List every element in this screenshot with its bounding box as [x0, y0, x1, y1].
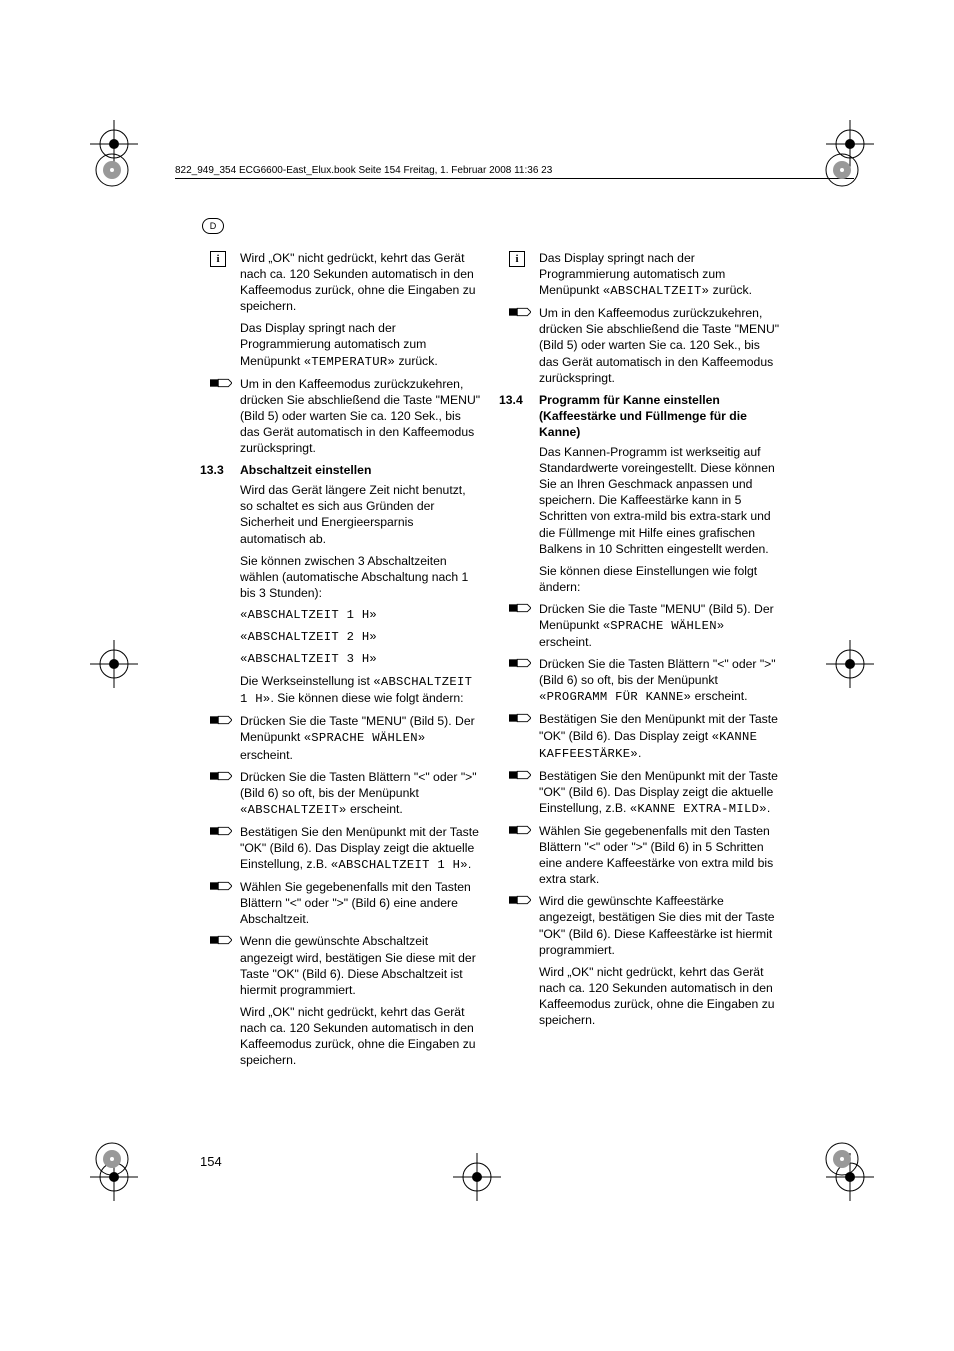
corner-star-icon: [825, 153, 859, 187]
left-column: i Wird „OK" nicht gedrückt, kehrt das Ge…: [200, 250, 481, 1074]
hand-icon: [210, 879, 234, 897]
body-text: Die Werkseinstellung ist: [240, 674, 373, 688]
paragraph: Um in den Kaffeemodus zurückzukehren, dr…: [499, 305, 780, 385]
body-text: erscheint.: [240, 748, 293, 762]
body-text: Wählen Sie gegebenenfalls mit den Tasten…: [240, 880, 471, 926]
paragraph: i Wird „OK" nicht gedrückt, kehrt das Ge…: [200, 250, 481, 314]
paragraph: Wenn die gewünschte Abschaltzeit angezei…: [200, 933, 481, 997]
display-text: «KANNE EXTRA-MILD»: [630, 802, 767, 816]
paragraph: i Das Display springt nach der Programmi…: [499, 250, 780, 299]
display-text: «SPRACHE WÄHLEN»: [304, 731, 426, 745]
section-heading: 13.4 Programm für Kanne einstellen (Kaff…: [499, 392, 780, 440]
paragraph: Bestätigen Sie den Menüpunkt mit der Tas…: [200, 824, 481, 873]
body-text: Wählen Sie gegebenenfalls mit den Tasten…: [539, 824, 773, 886]
display-text: «ABSCHALTZEIT 1 H»: [200, 607, 481, 623]
body-text: Wird „OK" nicht gedrückt, kehrt das Gerä…: [240, 251, 476, 313]
display-text: «ABSCHALTZEIT»: [603, 284, 710, 298]
paragraph: Wird das Gerät längere Zeit nicht benutz…: [200, 482, 481, 546]
display-text: «TEMPERATUR»: [304, 355, 395, 369]
hand-icon: [509, 893, 533, 911]
body-text: Drücken Sie die Tasten Blättern "<" oder…: [539, 657, 776, 687]
body-text: Wird „OK" nicht gedrückt, kehrt das Gerä…: [539, 965, 775, 1027]
paragraph: Um in den Kaffeemodus zurückzukehren, dr…: [200, 376, 481, 456]
display-text: «ABSCHALTZEIT 3 H»: [200, 651, 481, 667]
body-text: .: [767, 801, 770, 815]
paragraph: Drücken Sie die Taste "MENU" (Bild 5). D…: [200, 713, 481, 762]
paragraph: Wird die gewünschte Kaffeestärke angezei…: [499, 893, 780, 957]
hand-icon: [210, 824, 234, 842]
paragraph: Wählen Sie gegebenenfalls mit den Tasten…: [499, 823, 780, 887]
paragraph: Das Kannen-Programm ist werkseitig auf S…: [499, 444, 780, 557]
paragraph: Wird „OK" nicht gedrückt, kehrt das Gerä…: [499, 964, 780, 1028]
paragraph: Wird „OK" nicht gedrückt, kehrt das Gerä…: [200, 1004, 481, 1068]
hand-icon: [509, 711, 533, 729]
display-text: «ABSCHALTZEIT 1 H»: [331, 858, 468, 872]
paragraph: Drücken Sie die Taste "MENU" (Bild 5). D…: [499, 601, 780, 650]
info-icon: i: [210, 250, 234, 267]
hand-icon: [509, 656, 533, 674]
language-badge: D: [202, 218, 224, 234]
display-text: «SPRACHE WÄHLEN»: [603, 619, 725, 633]
section-heading: 13.3 Abschaltzeit einstellen: [200, 462, 481, 478]
registration-mark-icon: [453, 1153, 501, 1201]
paragraph: Wählen Sie gegebenenfalls mit den Tasten…: [200, 879, 481, 927]
corner-star-icon: [95, 1142, 129, 1176]
hand-icon: [509, 768, 533, 786]
hand-icon: [509, 823, 533, 841]
section-number: 13.3: [200, 462, 240, 478]
body-text: Wird das Gerät längere Zeit nicht benutz…: [240, 483, 466, 545]
display-text: «ABSCHALTZEIT 2 H»: [200, 629, 481, 645]
paragraph: Drücken Sie die Tasten Blättern "<" oder…: [200, 769, 481, 818]
body-text: erscheint.: [347, 802, 403, 816]
body-text: Das Kannen-Programm ist werkseitig auf S…: [539, 445, 775, 556]
paragraph: Bestätigen Sie den Menüpunkt mit der Tas…: [499, 768, 780, 817]
body-text: Um in den Kaffeemodus zurückzukehren, dr…: [240, 377, 480, 455]
body-text: erscheint.: [691, 689, 747, 703]
registration-mark-icon: [826, 640, 874, 688]
section-title: Programm für Kanne einstellen (Kaffeestä…: [539, 392, 780, 440]
corner-star-icon: [825, 1142, 859, 1176]
paragraph: Das Display springt nach der Programmier…: [200, 320, 481, 369]
corner-star-icon: [95, 153, 129, 187]
page-number: 154: [200, 1154, 222, 1169]
hand-icon: [509, 601, 533, 619]
paragraph: Drücken Sie die Tasten Blättern "<" oder…: [499, 656, 780, 705]
display-text: «ABSCHALTZEIT»: [240, 803, 347, 817]
body-text: Sie können diese Einstellungen wie folgt…: [539, 564, 757, 594]
hand-icon: [509, 305, 533, 323]
body-text: Um in den Kaffeemodus zurückzukehren, dr…: [539, 306, 779, 384]
paragraph: Bestätigen Sie den Menüpunkt mit der Tas…: [499, 711, 780, 761]
content-area: i Wird „OK" nicht gedrückt, kehrt das Ge…: [200, 250, 780, 1074]
page: 822_949_354 ECG6600-East_Elux.book Seite…: [0, 0, 954, 1351]
body-text: . Sie können diese wie folgt ändern:: [270, 691, 463, 705]
paragraph: Sie können zwischen 3 Abschaltzeiten wäh…: [200, 553, 481, 601]
section-title: Abschaltzeit einstellen: [240, 462, 481, 478]
body-text: erscheint.: [539, 635, 592, 649]
info-icon: i: [509, 250, 533, 267]
registration-mark-icon: [90, 640, 138, 688]
body-text: Drücken Sie die Tasten Blättern "<" oder…: [240, 770, 477, 800]
body-text: zurück.: [395, 354, 438, 368]
paragraph: Sie können diese Einstellungen wie folgt…: [499, 563, 780, 595]
body-text: .: [638, 746, 641, 760]
display-text: «PROGRAMM FÜR KANNE»: [539, 690, 691, 704]
body-text: Sie können zwischen 3 Abschaltzeiten wäh…: [240, 554, 468, 600]
right-column: i Das Display springt nach der Programmi…: [499, 250, 780, 1074]
paragraph: Die Werkseinstellung ist «ABSCHALTZEIT 1…: [200, 673, 481, 707]
body-text: Wird die gewünschte Kaffeestärke angezei…: [539, 894, 775, 956]
hand-icon: [210, 769, 234, 787]
body-text: Wird „OK" nicht gedrückt, kehrt das Gerä…: [240, 1005, 476, 1067]
hand-icon: [210, 713, 234, 731]
section-number: 13.4: [499, 392, 539, 440]
body-text: Wenn die gewünschte Abschaltzeit angezei…: [240, 934, 476, 996]
hand-icon: [210, 376, 234, 394]
body-text: .: [468, 857, 471, 871]
header-line: 822_949_354 ECG6600-East_Elux.book Seite…: [175, 165, 854, 179]
body-text: zurück.: [709, 283, 752, 297]
hand-icon: [210, 933, 234, 951]
